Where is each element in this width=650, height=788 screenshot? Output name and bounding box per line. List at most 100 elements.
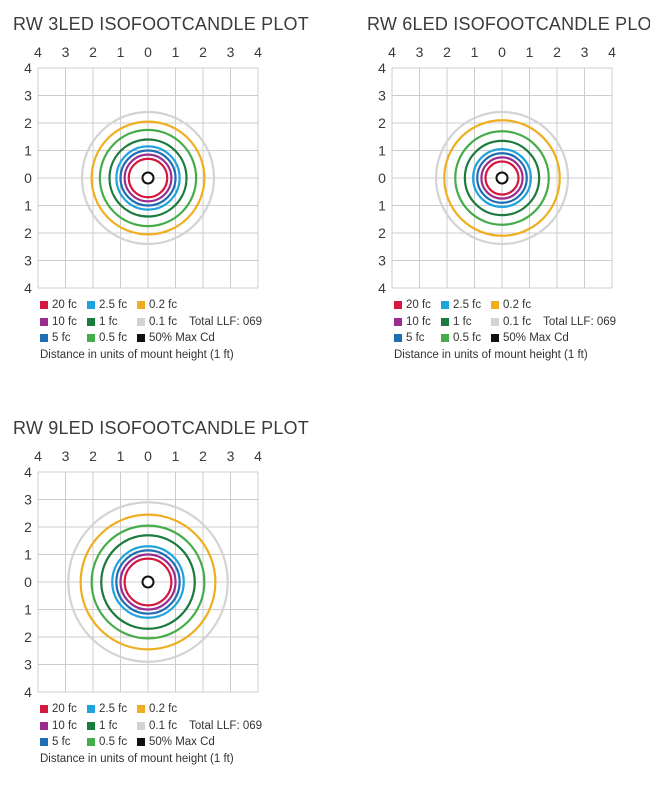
plot-legend: 20 fc 2.5 fc 0.2 fc 10 fc 1 fc 0.1 fc Tot…	[40, 701, 262, 767]
legend-item-10fc: 10 fc	[394, 314, 441, 331]
legend-swatch	[394, 301, 402, 310]
legend-label: 5 fc	[52, 736, 71, 748]
x-tick-label: 2	[443, 44, 451, 60]
x-tick-label: 4	[608, 44, 616, 60]
contour-0-5-fc	[98, 128, 198, 228]
y-tick-label: 3	[24, 492, 32, 508]
contour-5-fc	[119, 149, 177, 207]
x-tick-label: 3	[416, 44, 424, 60]
x-tick-label: 4	[388, 44, 396, 60]
legend-label: 50% Max Cd	[149, 736, 215, 748]
legend-item-5fc: 5 fc	[40, 330, 87, 347]
contour-20-fc	[123, 557, 173, 607]
contour-10-fc	[119, 553, 177, 611]
legend-label: 0.2 fc	[149, 703, 178, 715]
contour-5-fc	[476, 152, 528, 204]
contour-0-2-fc	[90, 120, 206, 236]
legend-swatch	[441, 301, 449, 310]
legend-item-5fc: 5 fc	[394, 330, 441, 347]
contour-0-1-fc	[434, 110, 570, 246]
contour-2-5-fc	[115, 145, 181, 211]
legend-item-0-2fc: 0.2 fc	[137, 701, 177, 718]
contour-10-fc	[480, 156, 524, 200]
legend-item-20fc: 20 fc	[40, 297, 87, 314]
x-tick-label: 4	[254, 448, 262, 464]
legend-label: 0.5 fc	[99, 332, 128, 344]
distance-note: Distance in units of mount height (1 ft)	[394, 348, 588, 361]
x-tick-label: 2	[553, 44, 561, 60]
x-tick-label: 1	[526, 44, 534, 60]
legend-label: 0.2 fc	[503, 299, 532, 311]
x-tick-label: 0	[144, 448, 152, 464]
legend-swatch	[137, 334, 145, 343]
contour-20-fc	[484, 160, 520, 196]
legend-swatch	[87, 301, 95, 310]
legend-label: 2.5 fc	[99, 703, 128, 715]
legend-item-0-2fc: 0.2 fc	[491, 297, 531, 314]
x-tick-label: 3	[62, 44, 70, 60]
legend-swatch	[137, 721, 145, 730]
distance-note: Distance in units of mount height (1 ft)	[40, 348, 234, 361]
legend-swatch	[441, 334, 449, 343]
legend-item-0-5fc: 0.5 fc	[87, 330, 137, 347]
x-tick-label: 4	[34, 44, 42, 60]
y-tick-label: 2	[24, 519, 32, 535]
contour-0-5-fc	[90, 524, 206, 640]
y-tick-label: 2	[378, 225, 386, 241]
legend-label: 20 fc	[406, 299, 431, 311]
plot-title: RW 3LED ISOFOOTCANDLE PLOT	[13, 14, 309, 34]
legend-item-max-cd: 50% Max Cd	[137, 330, 215, 347]
legend-item-max-cd: 50% Max Cd	[491, 330, 569, 347]
y-tick-label: 2	[24, 115, 32, 131]
x-tick-label: 3	[227, 44, 235, 60]
legend-item-0-5fc: 0.5 fc	[87, 734, 137, 751]
legend-label: 10 fc	[52, 719, 77, 732]
y-tick-label: 1	[24, 602, 32, 618]
marker-50pct-max-cd	[141, 171, 155, 185]
legend-swatch	[87, 721, 95, 730]
legend-label: 0.1 fc	[149, 315, 178, 328]
y-tick-label: 4	[24, 464, 32, 480]
y-tick-label: 2	[24, 225, 32, 241]
legend-swatch	[87, 334, 95, 343]
legend-label: 0.5 fc	[453, 332, 482, 344]
plot-legend: 20 fc 2.5 fc 0.2 fc 10 fc 1 fc 0.1 fc Tot…	[394, 297, 616, 363]
legend-swatch	[491, 334, 499, 343]
legend-label: 0.2 fc	[149, 299, 178, 311]
distance-note: Distance in units of mount height (1 ft)	[40, 752, 234, 765]
contour-10-fc	[123, 153, 173, 203]
legend-swatch	[491, 317, 499, 326]
x-tick-label: 2	[89, 44, 97, 60]
legend-label: 5 fc	[52, 332, 71, 344]
y-tick-label: 4	[378, 60, 386, 76]
x-tick-label: 3	[581, 44, 589, 60]
legend-swatch	[137, 301, 145, 310]
y-tick-label: 1	[24, 198, 32, 214]
marker-50pct-max-cd	[495, 171, 509, 185]
y-tick-label: 0	[24, 574, 32, 590]
legend-swatch	[137, 317, 145, 326]
legend-label: 1 fc	[99, 315, 118, 328]
x-tick-label: 4	[34, 448, 42, 464]
total-llf: Total LLF: 069	[189, 719, 263, 732]
legend-label: 2.5 fc	[99, 299, 128, 311]
legend-swatch	[491, 301, 499, 310]
contour-0-2-fc	[79, 513, 217, 651]
x-tick-label: 2	[89, 448, 97, 464]
x-tick-label: 0	[498, 44, 506, 60]
contour-1-fc	[463, 139, 541, 217]
legend-swatch	[40, 738, 48, 747]
legend-label: 1 fc	[453, 315, 472, 328]
legend-swatch	[40, 721, 48, 730]
legend-swatch	[394, 334, 402, 343]
x-tick-label: 0	[144, 44, 152, 60]
y-tick-label: 4	[24, 60, 32, 76]
plot-legend: 20 fc 2.5 fc 0.2 fc 10 fc 1 fc 0.1 fc Tot…	[40, 297, 262, 363]
legend-swatch	[40, 301, 48, 310]
legend-item-10fc: 10 fc	[40, 718, 87, 735]
x-tick-label: 2	[199, 44, 207, 60]
legend-item-20fc: 20 fc	[40, 701, 87, 718]
legend-item-1fc: 1 fc	[87, 718, 137, 735]
legend-swatch	[87, 317, 95, 326]
